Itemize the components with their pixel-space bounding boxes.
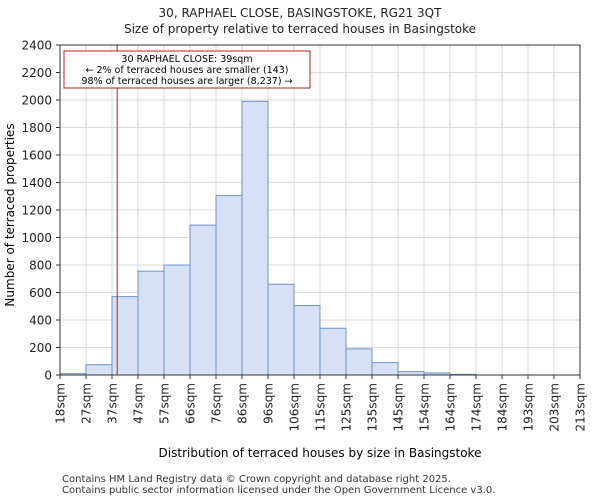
bar-115sqm [319, 327, 347, 376]
x-tick-label: 164sqm [444, 383, 458, 431]
x-tick-label: 193sqm [522, 383, 536, 431]
x-tick-label: 96sqm [262, 383, 276, 424]
y-tick-label: 400 [29, 314, 52, 328]
bar-57sqm [163, 264, 191, 376]
bar-125sqm [345, 348, 373, 376]
x-tick-label: 213sqm [574, 383, 588, 431]
annotation-line-3: 98% of terraced houses are larger (8,237… [81, 76, 292, 87]
y-tick-label: 1800 [21, 121, 52, 135]
bar-96sqm [267, 283, 295, 376]
bar-76sqm [215, 195, 243, 376]
x-tick-label: 174sqm [470, 383, 484, 431]
y-tick-label: 2400 [21, 39, 52, 53]
plot-frame [59, 44, 581, 376]
x-tick-label: 47sqm [132, 383, 146, 424]
y-tick-label: 200 [29, 341, 52, 355]
bar-37sqm [111, 296, 139, 376]
y-tick-label: 800 [29, 259, 52, 273]
y-tick-label: 2200 [21, 66, 52, 80]
bar-86sqm [241, 100, 269, 376]
chart-title: 30, RAPHAEL CLOSE, BASINGSTOKE, RG21 3QT [158, 6, 442, 20]
bar-47sqm [137, 270, 165, 376]
x-tick-label: 135sqm [366, 383, 380, 431]
x-tick-label: 18sqm [54, 383, 68, 424]
x-tick-label: 115sqm [314, 383, 328, 431]
y-tick-label: 1000 [21, 231, 52, 245]
y-tick-label: 2000 [21, 94, 52, 108]
y-axis-label: Number of terraced properties [3, 123, 17, 306]
x-tick-label: 145sqm [392, 383, 406, 431]
y-tick-label: 1200 [21, 204, 52, 218]
x-tick-label: 125sqm [340, 383, 354, 431]
chart-subtitle: Size of property relative to terraced ho… [123, 22, 477, 36]
y-tick-label: 1400 [21, 176, 52, 190]
bar-145sqm [397, 371, 425, 376]
x-axis-label: Distribution of terraced houses by size … [159, 446, 482, 460]
y-tick-label: 600 [29, 286, 52, 300]
x-tick-label: 66sqm [184, 383, 198, 424]
x-tick-label: 37sqm [106, 383, 120, 424]
annotation-line-2: ← 2% of terraced houses are smaller (143… [85, 65, 288, 76]
x-tick-label: 86sqm [236, 383, 250, 424]
bars [59, 100, 477, 376]
bar-27sqm [85, 364, 113, 376]
x-tick-label: 184sqm [496, 383, 510, 431]
bar-106sqm [293, 305, 321, 376]
y-tick-label: 1600 [21, 149, 52, 163]
x-tick-label: 76sqm [210, 383, 224, 424]
x-tick-label: 106sqm [288, 383, 302, 431]
x-tick-label: 27sqm [80, 383, 94, 424]
y-tick-label: 0 [44, 369, 52, 383]
annotation-line-1: 30 RAPHAEL CLOSE: 39sqm [121, 54, 252, 65]
x-tick-label: 57sqm [158, 383, 172, 424]
bar-135sqm [371, 362, 399, 376]
bar-66sqm [189, 224, 217, 376]
x-axis-ticks: 18sqm 27sqm 37sqm 47sqm 57sqm 66sqm 76sqm 86sqm… [54, 375, 588, 431]
annotation-box [63, 50, 311, 89]
footer-line-1: Contains HM Land Registry data © Crown c… [62, 474, 451, 485]
footer-line-2: Contains public sector information licen… [62, 485, 496, 496]
y-axis-ticks: 0 200 400 600 800 1000 1200 1400 1600 1800 2000 220… [21, 39, 60, 383]
x-tick-label: 154sqm [418, 383, 432, 431]
x-tick-label: 203sqm [548, 383, 562, 431]
